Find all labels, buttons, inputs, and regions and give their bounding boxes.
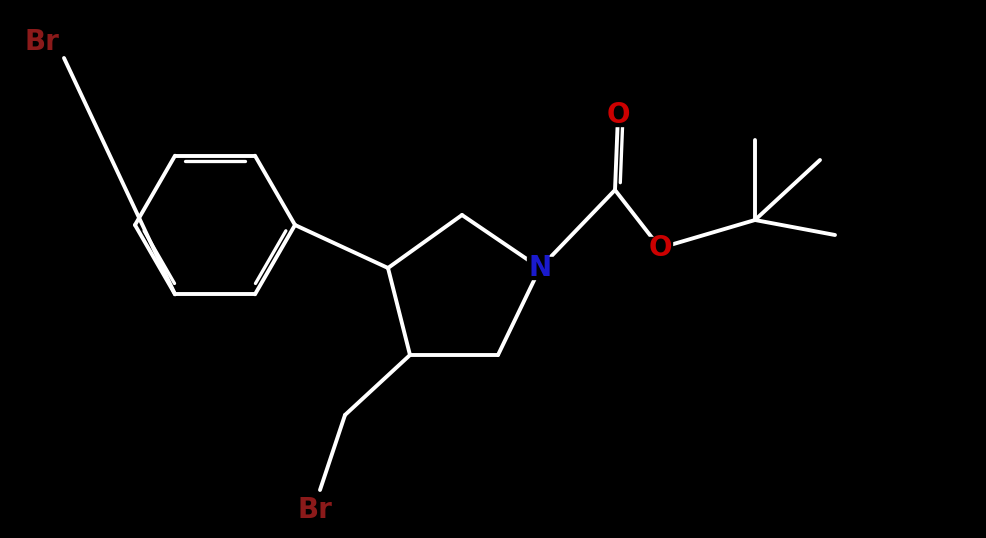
Text: N: N [528, 254, 551, 282]
Bar [648, 237, 672, 259]
Bar [527, 257, 553, 279]
Text: O: O [648, 234, 671, 262]
Text: Br: Br [298, 496, 332, 524]
Text: O: O [606, 101, 630, 129]
Text: Br: Br [25, 28, 59, 56]
Bar [606, 104, 630, 126]
